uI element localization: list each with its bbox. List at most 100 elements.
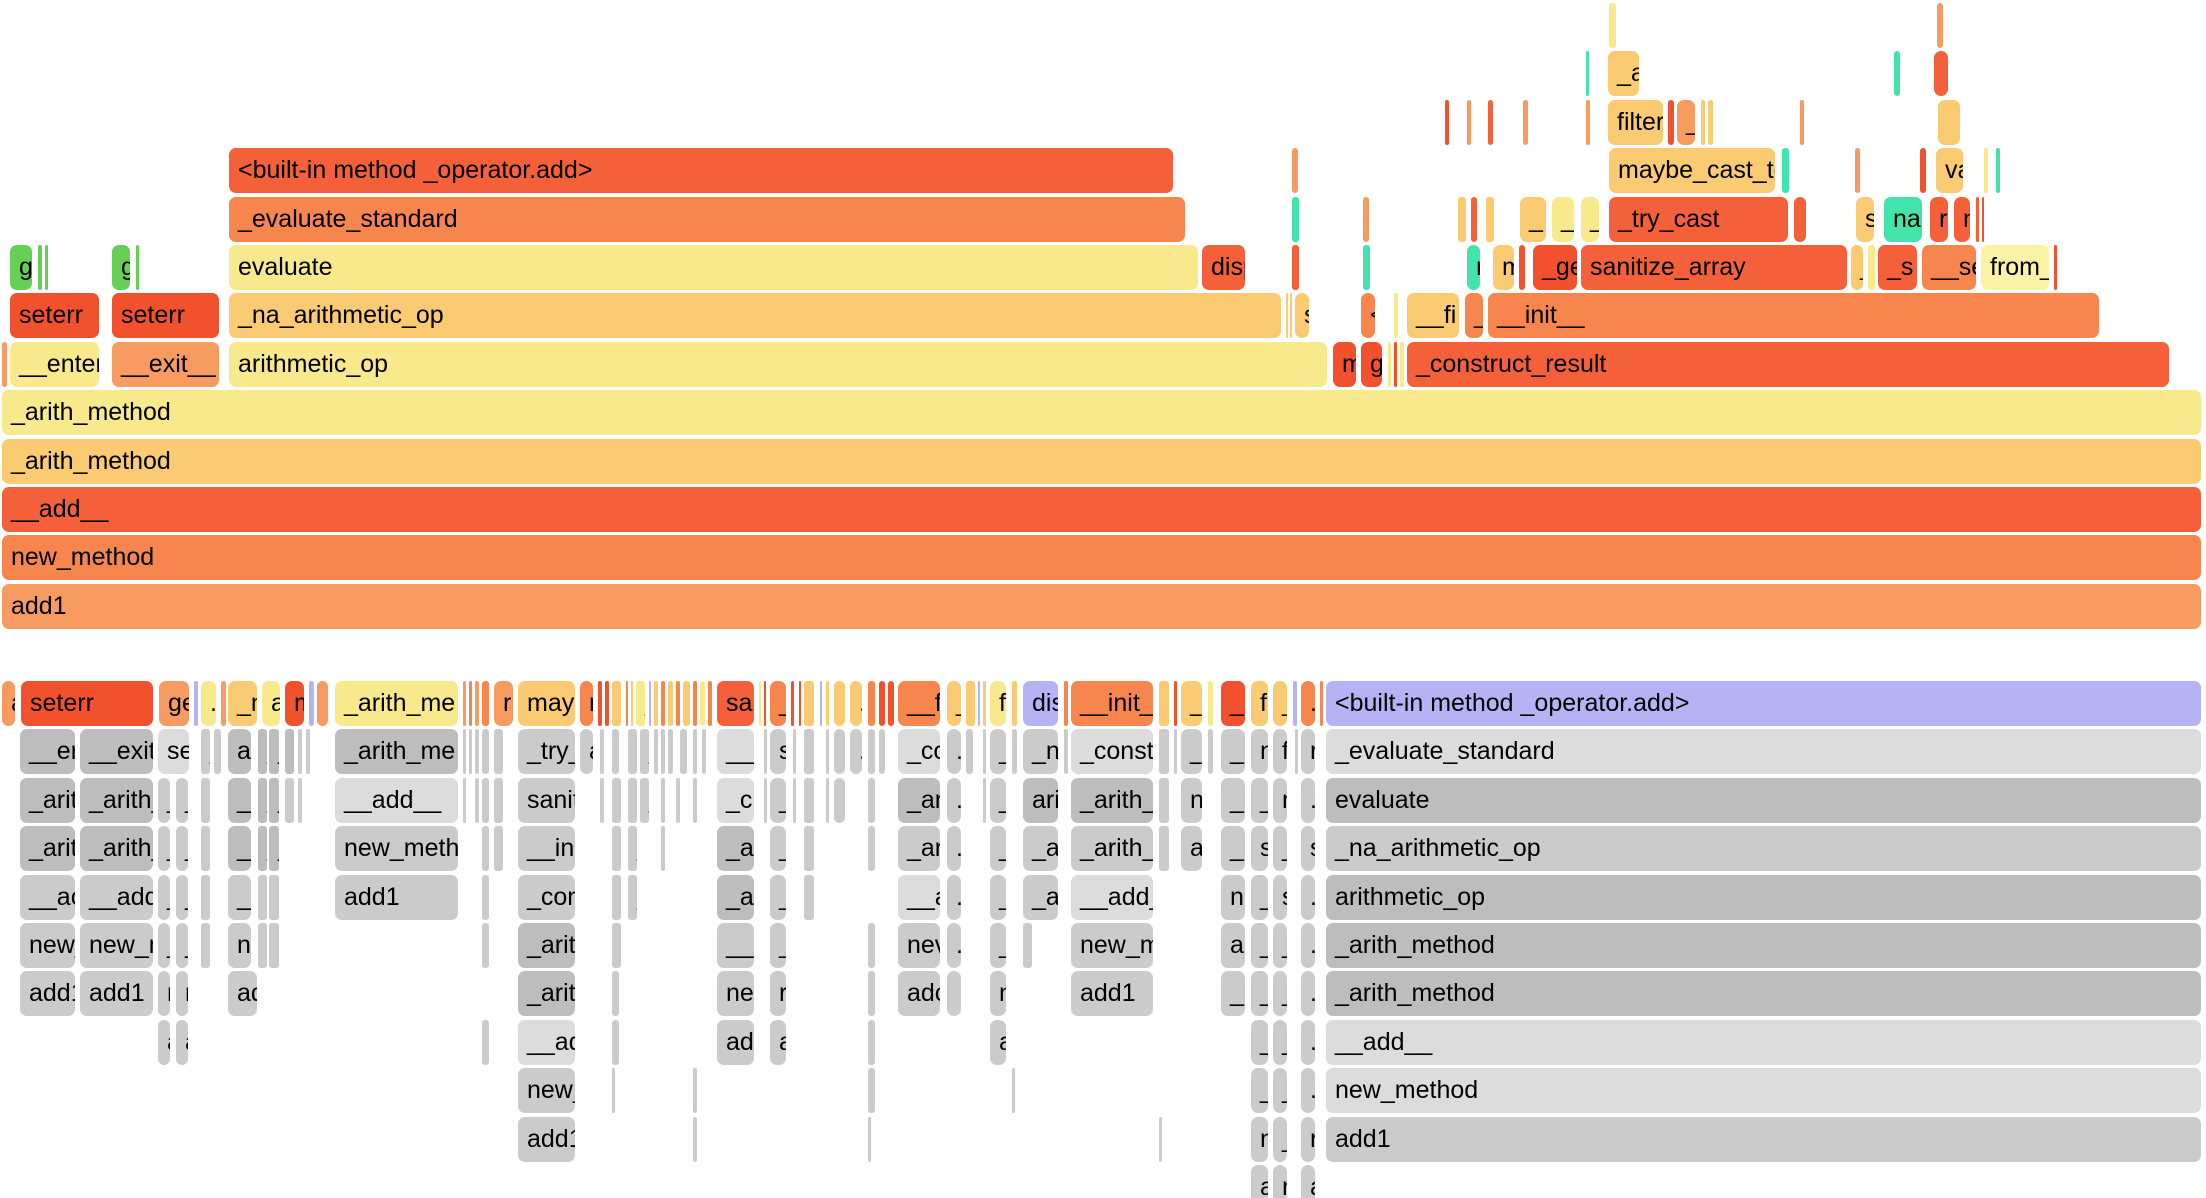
flame-frame[interactable]: __ac xyxy=(20,874,75,920)
flame-frame[interactable]: a xyxy=(158,1019,170,1065)
flame-frame-sliver[interactable] xyxy=(661,681,665,726)
flame-frame-sliver[interactable] xyxy=(1668,99,1674,145)
flame-frame-sliver[interactable] xyxy=(309,681,314,726)
flame-frame[interactable]: na xyxy=(1884,196,1922,242)
flame-frame[interactable]: s xyxy=(1251,826,1268,872)
flame-frame[interactable]: _arit xyxy=(20,826,75,872)
flame-frame-sliver[interactable] xyxy=(868,681,875,726)
flame-frame[interactable]: _a xyxy=(228,826,251,872)
flame-frame-sliver[interactable] xyxy=(826,729,829,775)
flame-frame[interactable]: _ xyxy=(1273,1019,1287,1065)
flame-frame-sliver[interactable] xyxy=(1855,148,1860,194)
flame-frame[interactable]: new_method xyxy=(1326,1068,2201,1114)
flame-frame[interactable]: _arith_method xyxy=(1326,923,2201,968)
flame-frame[interactable]: . xyxy=(628,729,637,775)
flame-frame[interactable]: _ xyxy=(990,729,1006,775)
flame-frame[interactable]: _arith xyxy=(518,971,575,1017)
flame-frame[interactable]: a xyxy=(990,1019,1006,1065)
flame-frame-sliver[interactable] xyxy=(1471,196,1477,242)
flame-frame[interactable]: add1 xyxy=(335,874,458,920)
flame-frame[interactable]: . xyxy=(494,826,503,872)
flame-frame[interactable]: seterr xyxy=(21,681,153,726)
flame-frame[interactable]: . xyxy=(947,923,961,968)
flame-frame[interactable]: _a xyxy=(717,874,754,920)
flame-frame[interactable]: . xyxy=(612,777,621,823)
flame-frame[interactable]: _a xyxy=(1608,51,1639,97)
flame-frame[interactable]: r xyxy=(1159,681,1169,726)
flame-frame[interactable]: __f xyxy=(898,681,940,726)
flame-frame[interactable]: s xyxy=(770,729,786,775)
flame-frame[interactable]: . xyxy=(317,681,328,726)
flame-frame[interactable]: a xyxy=(258,923,267,968)
flame-frame[interactable]: filter xyxy=(1608,99,1663,145)
flame-frame-sliver[interactable] xyxy=(983,729,986,775)
flame-frame[interactable]: _ xyxy=(176,874,188,920)
flame-frame[interactable]: . xyxy=(947,874,961,920)
flame-frame-sliver[interactable] xyxy=(983,681,986,726)
flame-frame[interactable]: _ xyxy=(770,777,786,823)
flame-frame[interactable]: . xyxy=(201,681,216,726)
flame-frame-sliver[interactable] xyxy=(693,729,697,775)
flame-frame-sliver[interactable] xyxy=(298,777,302,823)
flame-frame[interactable]: _ar xyxy=(1023,826,1058,872)
flame-frame[interactable]: _arith_ xyxy=(80,777,153,823)
flame-frame[interactable]: s xyxy=(1295,293,1309,339)
flame-frame[interactable]: _ xyxy=(1221,826,1245,872)
flame-frame[interactable]: _ xyxy=(158,777,170,823)
flame-frame-sliver[interactable] xyxy=(45,245,48,290)
flame-frame-sliver[interactable] xyxy=(820,681,822,726)
flame-frame-sliver[interactable] xyxy=(1320,681,1323,726)
flame-frame[interactable]: fi xyxy=(1273,729,1287,775)
flame-frame[interactable]: . xyxy=(804,729,814,775)
flame-frame[interactable]: r xyxy=(158,971,170,1017)
flame-frame[interactable]: r xyxy=(1467,245,1480,290)
flame-frame[interactable]: a xyxy=(2,681,15,726)
flame-frame[interactable]: _construct_result xyxy=(1407,341,2169,387)
flame-frame[interactable]: _ xyxy=(176,826,188,872)
flame-frame[interactable]: . xyxy=(1159,729,1169,775)
flame-frame[interactable]: _ar xyxy=(898,826,940,872)
flame-frame-sliver[interactable] xyxy=(799,681,801,726)
flame-frame[interactable]: _arith_method xyxy=(1326,971,2201,1017)
flame-frame[interactable]: se xyxy=(158,729,189,775)
flame-frame-sliver[interactable] xyxy=(626,681,628,726)
flame-frame[interactable]: new_meth xyxy=(335,826,458,872)
flame-frame[interactable]: _ xyxy=(628,826,637,872)
flame-frame[interactable]: __add__ xyxy=(335,777,458,823)
flame-frame-sliver[interactable] xyxy=(676,681,680,726)
flame-frame[interactable]: maybe_cast_to xyxy=(1609,148,1775,194)
flame-frame[interactable]: a xyxy=(804,777,814,823)
flame-frame[interactable]: add1 xyxy=(2,583,2201,629)
flame-frame-sliver[interactable] xyxy=(1467,99,1471,145)
flame-frame[interactable]: ad xyxy=(228,971,257,1017)
flame-frame-sliver[interactable] xyxy=(475,681,479,726)
flame-frame[interactable]: _a xyxy=(269,777,279,823)
flame-frame[interactable]: ari xyxy=(228,729,251,775)
flame-frame-sliver[interactable] xyxy=(1976,196,1979,242)
flame-frame[interactable]: _ xyxy=(1581,196,1599,242)
flame-frame[interactable]: s xyxy=(1301,826,1315,872)
flame-frame-sliver[interactable] xyxy=(947,971,961,1017)
flame-frame[interactable]: __adc xyxy=(518,1019,575,1065)
flame-frame[interactable]: . xyxy=(612,826,621,872)
flame-frame[interactable]: _ xyxy=(258,826,267,872)
flame-frame[interactable]: . xyxy=(201,826,210,872)
flame-frame[interactable]: a xyxy=(804,874,814,920)
flame-frame[interactable]: add1 xyxy=(20,971,75,1017)
flame-frame[interactable]: _ xyxy=(1251,777,1268,823)
flame-frame[interactable]: arit xyxy=(1023,777,1058,823)
flame-frame[interactable]: m xyxy=(1333,341,1356,387)
flame-frame[interactable]: _ xyxy=(1251,923,1268,968)
flame-frame[interactable]: _na xyxy=(1023,729,1058,775)
flame-frame-sliver[interactable] xyxy=(1938,99,1960,145)
flame-frame[interactable]: r xyxy=(1930,196,1948,242)
flame-frame-sliver[interactable] xyxy=(764,681,766,726)
flame-frame[interactable]: evaluate xyxy=(229,245,1198,290)
flame-frame-sliver[interactable] xyxy=(1290,293,1292,339)
flame-frame[interactable]: from_ xyxy=(1981,245,2049,290)
flame-frame[interactable]: . xyxy=(628,777,637,823)
flame-frame-sliver[interactable] xyxy=(1937,3,1943,48)
flame-frame[interactable]: n xyxy=(580,681,593,726)
flame-frame-sliver[interactable] xyxy=(868,923,875,968)
flame-frame-sliver[interactable] xyxy=(1286,293,1288,339)
